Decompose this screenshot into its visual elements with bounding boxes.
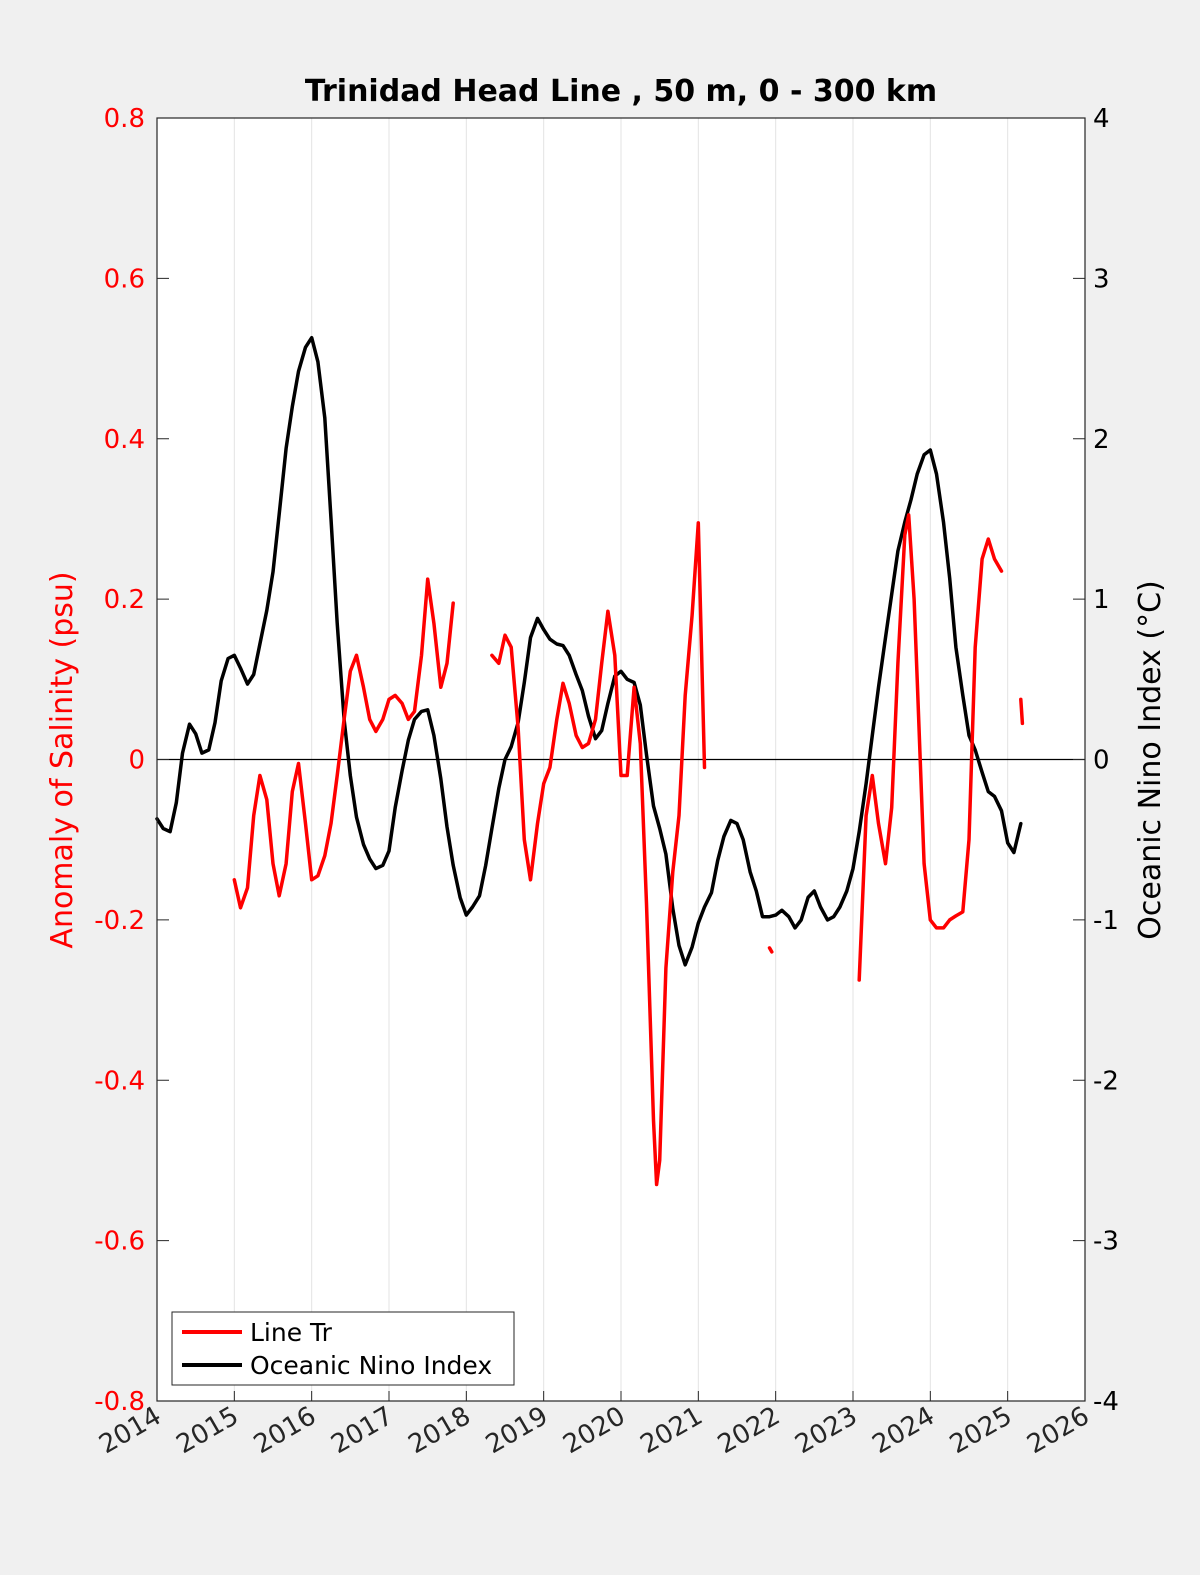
left-y-tick-label: 0.2 bbox=[104, 585, 145, 615]
x-tick-label: 2025 bbox=[945, 1401, 1017, 1460]
x-tick-label: 2016 bbox=[249, 1401, 321, 1460]
x-tick-label: 2019 bbox=[481, 1401, 553, 1460]
right-axis-label: Oceanic Nino Index (°C) bbox=[1133, 580, 1168, 940]
left-axis-label: Anomaly of Salinity (psu) bbox=[45, 571, 80, 948]
x-tick-label: 2015 bbox=[172, 1401, 244, 1460]
salinity-line-segment bbox=[232, 577, 455, 910]
x-tick-label: 2024 bbox=[868, 1401, 940, 1460]
legend: Line Tr Oceanic Nino Index bbox=[171, 1311, 515, 1386]
salinity-line-segment bbox=[767, 946, 774, 954]
x-tick-label: 2026 bbox=[1022, 1401, 1094, 1460]
salinity-line-segment bbox=[1019, 697, 1025, 726]
right-y-tick-label: -4 bbox=[1093, 1387, 1119, 1417]
x-tick-label: 2021 bbox=[636, 1401, 708, 1460]
right-y-tick-label: -3 bbox=[1093, 1227, 1119, 1257]
right-y-tick-label: 2 bbox=[1093, 425, 1110, 455]
salinity-line-segment bbox=[857, 513, 1004, 982]
left-y-tick-label: -0.8 bbox=[94, 1387, 145, 1417]
right-y-tick-label: -1 bbox=[1093, 906, 1119, 936]
legend-label-oni: Oceanic Nino Index bbox=[250, 1351, 492, 1380]
x-tick-label: 2018 bbox=[404, 1401, 476, 1460]
x-tick-label: 2020 bbox=[558, 1401, 630, 1460]
salinity-line-segment bbox=[490, 521, 707, 1187]
oni-line-segment bbox=[155, 335, 1023, 967]
right-y-tick-label: 4 bbox=[1093, 104, 1110, 134]
x-tick-label: 2017 bbox=[326, 1401, 398, 1460]
left-y-tick-label: -0.2 bbox=[94, 906, 145, 936]
right-y-tick-label: 3 bbox=[1093, 264, 1110, 294]
right-y-tick-label: 0 bbox=[1093, 746, 1110, 776]
x-tick-label: 2023 bbox=[790, 1401, 862, 1460]
series-layer bbox=[155, 335, 1025, 1187]
left-y-tick-label: 0.4 bbox=[104, 425, 145, 455]
right-y-tick-label: 1 bbox=[1093, 585, 1110, 615]
chart-title: Trinidad Head Line , 50 m, 0 - 300 km bbox=[305, 74, 937, 109]
x-tick-label: 2022 bbox=[713, 1401, 785, 1460]
right-y-tick-label: -2 bbox=[1093, 1066, 1119, 1096]
left-y-tick-label: 0.8 bbox=[104, 104, 145, 134]
left-y-tick-label: -0.4 bbox=[94, 1066, 145, 1096]
left-y-tick-label: 0.6 bbox=[104, 264, 145, 294]
legend-box bbox=[171, 1311, 515, 1386]
left-y-tick-label: 0 bbox=[128, 746, 145, 776]
left-y-tick-label: -0.6 bbox=[94, 1227, 145, 1257]
legend-label-line-tr: Line Tr bbox=[250, 1318, 333, 1347]
axes: 2 0 1 4 2015 2016 2017 2018 2019 2020 2021 2022 2023… bbox=[94, 104, 1119, 1460]
